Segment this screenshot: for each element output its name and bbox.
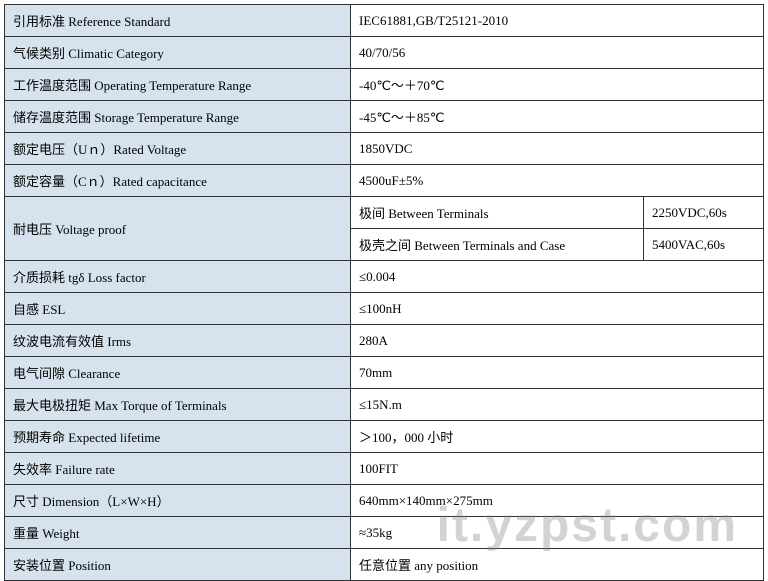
row-value: ≤15N.m bbox=[351, 389, 764, 421]
row-value: 任意位置 any position bbox=[351, 549, 764, 581]
table-row: 气候类别 Climatic Category 40/70/56 bbox=[5, 37, 764, 69]
table-row: 耐电压 Voltage proof 极间 Between Terminals 2… bbox=[5, 197, 764, 229]
row-value: 4500uF±5% bbox=[351, 165, 764, 197]
row-label: 工作温度范围 Operating Temperature Range bbox=[5, 69, 351, 101]
row-label: 尺寸 Dimension（L×W×H） bbox=[5, 485, 351, 517]
sub-row-value: 2250VDC,60s bbox=[644, 197, 764, 229]
table-row: 工作温度范围 Operating Temperature Range -40℃～… bbox=[5, 69, 764, 101]
row-label: 介质损耗 tgδ Loss factor bbox=[5, 261, 351, 293]
table-row: 预期寿命 Expected lifetime ＞100，000 小时 bbox=[5, 421, 764, 453]
table-row: 安装位置 Position 任意位置 any position bbox=[5, 549, 764, 581]
row-value: ≈35kg bbox=[351, 517, 764, 549]
row-label: 额定电压（Uｎ）Rated Voltage bbox=[5, 133, 351, 165]
row-label: 储存温度范围 Storage Temperature Range bbox=[5, 101, 351, 133]
table-row: 失效率 Failure rate 100FIT bbox=[5, 453, 764, 485]
row-value: ≤100nH bbox=[351, 293, 764, 325]
table-row: 重量 Weight ≈35kg bbox=[5, 517, 764, 549]
table-row: 储存温度范围 Storage Temperature Range -45℃～＋8… bbox=[5, 101, 764, 133]
row-value: 1850VDC bbox=[351, 133, 764, 165]
row-value: ＞100，000 小时 bbox=[351, 421, 764, 453]
table-row: 纹波电流有效值 Irms 280A bbox=[5, 325, 764, 357]
row-label: 失效率 Failure rate bbox=[5, 453, 351, 485]
row-label: 耐电压 Voltage proof bbox=[5, 197, 351, 261]
row-label: 气候类别 Climatic Category bbox=[5, 37, 351, 69]
table-row: 介质损耗 tgδ Loss factor ≤0.004 bbox=[5, 261, 764, 293]
row-label: 预期寿命 Expected lifetime bbox=[5, 421, 351, 453]
row-label: 引用标准 Reference Standard bbox=[5, 5, 351, 37]
sub-row-value: 5400VAC,60s bbox=[644, 229, 764, 261]
row-value: 40/70/56 bbox=[351, 37, 764, 69]
row-value: 280A bbox=[351, 325, 764, 357]
row-label: 重量 Weight bbox=[5, 517, 351, 549]
row-label: 额定容量（Cｎ）Rated capacitance bbox=[5, 165, 351, 197]
table-row: 引用标准 Reference Standard IEC61881,GB/T251… bbox=[5, 5, 764, 37]
table-row: 最大电极扭矩 Max Torque of Terminals ≤15N.m bbox=[5, 389, 764, 421]
row-value: 70mm bbox=[351, 357, 764, 389]
row-label: 自感 ESL bbox=[5, 293, 351, 325]
sub-row-label: 极间 Between Terminals bbox=[351, 197, 644, 229]
row-label: 电气间隙 Clearance bbox=[5, 357, 351, 389]
sub-row-label: 极壳之间 Between Terminals and Case bbox=[351, 229, 644, 261]
table-row: 电气间隙 Clearance 70mm bbox=[5, 357, 764, 389]
table-row: 尺寸 Dimension（L×W×H） 640mm×140mm×275mm bbox=[5, 485, 764, 517]
row-value: -45℃～＋85℃ bbox=[351, 101, 764, 133]
row-value: -40℃～＋70℃ bbox=[351, 69, 764, 101]
spec-table: 引用标准 Reference Standard IEC61881,GB/T251… bbox=[4, 4, 764, 581]
row-value: ≤0.004 bbox=[351, 261, 764, 293]
table-row: 额定容量（Cｎ）Rated capacitance 4500uF±5% bbox=[5, 165, 764, 197]
row-value: 640mm×140mm×275mm bbox=[351, 485, 764, 517]
row-value: IEC61881,GB/T25121-2010 bbox=[351, 5, 764, 37]
row-label: 最大电极扭矩 Max Torque of Terminals bbox=[5, 389, 351, 421]
row-label: 安装位置 Position bbox=[5, 549, 351, 581]
table-row: 自感 ESL ≤100nH bbox=[5, 293, 764, 325]
row-value: 100FIT bbox=[351, 453, 764, 485]
table-row: 额定电压（Uｎ）Rated Voltage 1850VDC bbox=[5, 133, 764, 165]
row-label: 纹波电流有效值 Irms bbox=[5, 325, 351, 357]
